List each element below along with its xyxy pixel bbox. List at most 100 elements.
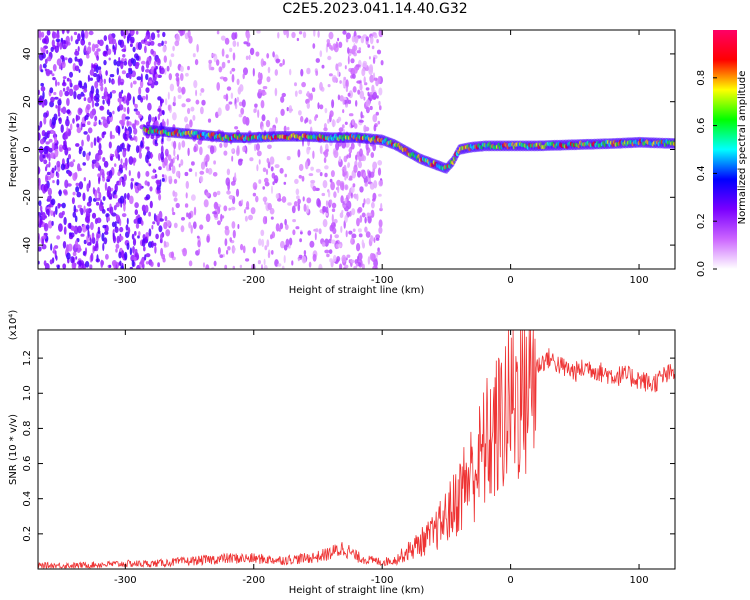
- noise-speckle: [51, 142, 55, 152]
- colorbar: 0.0 0.2 0.4 0.6 0.8 Normalized spectral ampli…: [696, 30, 748, 277]
- noise-speckle: [172, 45, 175, 52]
- noise-speckle: [232, 229, 236, 239]
- noise-speckle: [108, 57, 111, 61]
- noise-speckle: [243, 67, 248, 76]
- noise-speckle: [135, 61, 140, 67]
- noise-speckle: [328, 45, 333, 50]
- top-x-tick-label: -200: [242, 275, 265, 286]
- noise-speckle: [135, 30, 139, 35]
- noise-speckle: [67, 147, 72, 151]
- noise-speckle: [289, 68, 292, 76]
- noise-speckle: [93, 246, 97, 252]
- noise-speckle: [134, 209, 138, 216]
- noise-speckle: [121, 213, 127, 218]
- noise-speckle: [57, 81, 60, 86]
- noise-speckle: [83, 177, 87, 182]
- noise-speckle: [185, 192, 188, 199]
- noise-speckle: [353, 164, 358, 173]
- noise-speckle: [255, 143, 260, 151]
- noise-speckle: [130, 82, 133, 89]
- noise-speckle: [86, 183, 90, 192]
- noise-speckle: [344, 197, 347, 204]
- noise-speckle: [357, 170, 361, 178]
- noise-speckle: [92, 187, 95, 195]
- noise-speckle: [171, 207, 174, 213]
- noise-speckle: [226, 86, 232, 91]
- noise-speckle: [97, 187, 100, 194]
- noise-speckle: [82, 162, 86, 166]
- noise-speckle: [363, 76, 366, 84]
- noise-speckle: [347, 92, 351, 97]
- noise-speckle: [329, 258, 333, 263]
- noise-speckle: [230, 181, 236, 186]
- noise-speckle: [84, 115, 87, 122]
- noise-speckle: [267, 66, 271, 74]
- noise-speckle: [134, 248, 138, 254]
- noise-speckle: [62, 144, 68, 151]
- noise-speckle: [142, 234, 146, 240]
- noise-speckle: [170, 53, 175, 58]
- noise-speckle: [329, 199, 333, 205]
- noise-speckle: [71, 197, 75, 205]
- bottom-x-tick-label: -300: [114, 575, 137, 586]
- noise-speckle: [337, 37, 340, 42]
- noise-speckle: [62, 76, 67, 80]
- noise-speckle: [205, 154, 210, 163]
- noise-speckle: [41, 98, 45, 108]
- bottom-y-tick-label: 1.2: [22, 350, 33, 366]
- noise-speckle: [83, 205, 86, 214]
- noise-speckle: [94, 162, 100, 168]
- noise-speckle: [330, 239, 336, 244]
- noise-speckle: [83, 97, 87, 102]
- noise-speckle: [234, 172, 237, 181]
- noise-speckle: [344, 184, 349, 191]
- noise-speckle: [156, 58, 161, 66]
- noise-speckle: [157, 74, 162, 79]
- noise-speckle: [149, 186, 153, 192]
- top-y-tick-label: 40: [22, 48, 33, 61]
- noise-speckle: [120, 265, 124, 269]
- noise-speckle: [121, 250, 125, 259]
- noise-speckle: [108, 111, 112, 118]
- noise-speckle: [103, 59, 107, 66]
- noise-speckle: [123, 60, 128, 66]
- noise-speckle: [172, 211, 176, 216]
- noise-speckle: [191, 194, 196, 201]
- noise-speckle: [283, 181, 287, 185]
- noise-speckle: [341, 254, 347, 263]
- noise-speckle: [135, 223, 140, 229]
- noise-speckle: [91, 93, 94, 102]
- y-multiplier-label: (x10⁴): [8, 310, 19, 341]
- noise-speckle: [376, 251, 382, 256]
- noise-speckle: [356, 80, 362, 84]
- noise-speckle: [113, 262, 117, 269]
- noise-speckle: [371, 201, 375, 209]
- noise-speckle: [51, 39, 55, 48]
- noise-speckle: [88, 196, 93, 203]
- noise-speckle: [96, 55, 99, 61]
- noise-speckle: [194, 171, 198, 177]
- noise-speckle: [347, 55, 350, 65]
- noise-speckle: [315, 70, 319, 76]
- noise-speckle: [149, 36, 152, 42]
- colorbar-gradient: [713, 30, 737, 269]
- noise-speckle: [43, 222, 49, 232]
- noise-speckle: [178, 163, 181, 168]
- noise-speckle: [79, 167, 82, 172]
- noise-speckle: [165, 229, 171, 237]
- heatmap-cells: [38, 30, 675, 269]
- noise-speckle: [91, 159, 97, 164]
- noise-speckle: [342, 30, 347, 35]
- noise-speckle: [66, 30, 70, 34]
- noise-speckle: [44, 132, 48, 140]
- noise-speckle: [96, 73, 101, 83]
- noise-speckle: [97, 173, 102, 178]
- noise-speckle: [181, 140, 186, 148]
- noise-speckle: [49, 87, 54, 94]
- noise-speckle: [245, 258, 250, 262]
- noise-speckle: [42, 154, 46, 159]
- noise-speckle: [236, 41, 239, 47]
- noise-speckle: [71, 226, 76, 231]
- noise-speckle: [306, 197, 312, 204]
- noise-speckle: [175, 33, 180, 43]
